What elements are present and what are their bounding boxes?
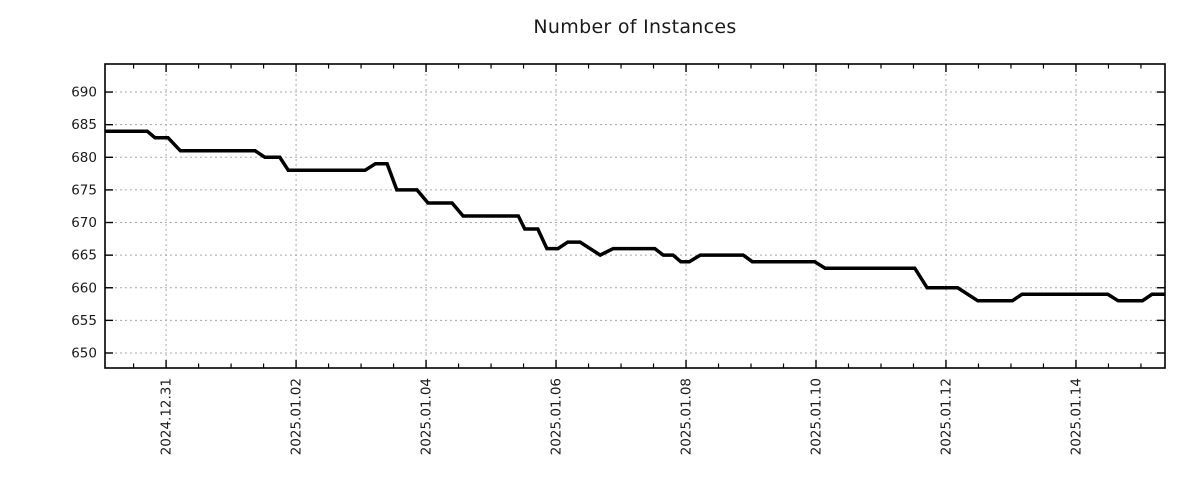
x-tick-label: 2025.01.10 [808, 378, 824, 455]
plot-border [104, 63, 1166, 369]
x-tick-label: 2025.01.04 [419, 378, 435, 455]
x-tick-label: 2025.01.14 [1068, 378, 1084, 455]
y-tick-label: 665 [71, 248, 97, 264]
x-tick-label: 2025.01.08 [679, 378, 695, 455]
y-tick-label: 670 [71, 215, 97, 231]
x-tick-label: 2025.01.02 [289, 378, 305, 455]
x-tick-label: 2025.01.06 [549, 378, 565, 455]
y-tick-label: 685 [71, 117, 97, 133]
y-tick-label: 655 [71, 313, 97, 329]
y-tick-label: 690 [71, 85, 97, 101]
x-tick-label: 2024.12.31 [159, 378, 175, 455]
x-tick-label: 2025.01.12 [938, 378, 954, 455]
data-line [105, 129, 1165, 303]
y-tick-label: 680 [71, 150, 97, 166]
y-tick-label: 650 [71, 345, 97, 361]
chart-title: Number of Instances [533, 16, 737, 38]
y-tick-label: 660 [71, 280, 97, 296]
y-tick-label: 675 [71, 182, 97, 198]
